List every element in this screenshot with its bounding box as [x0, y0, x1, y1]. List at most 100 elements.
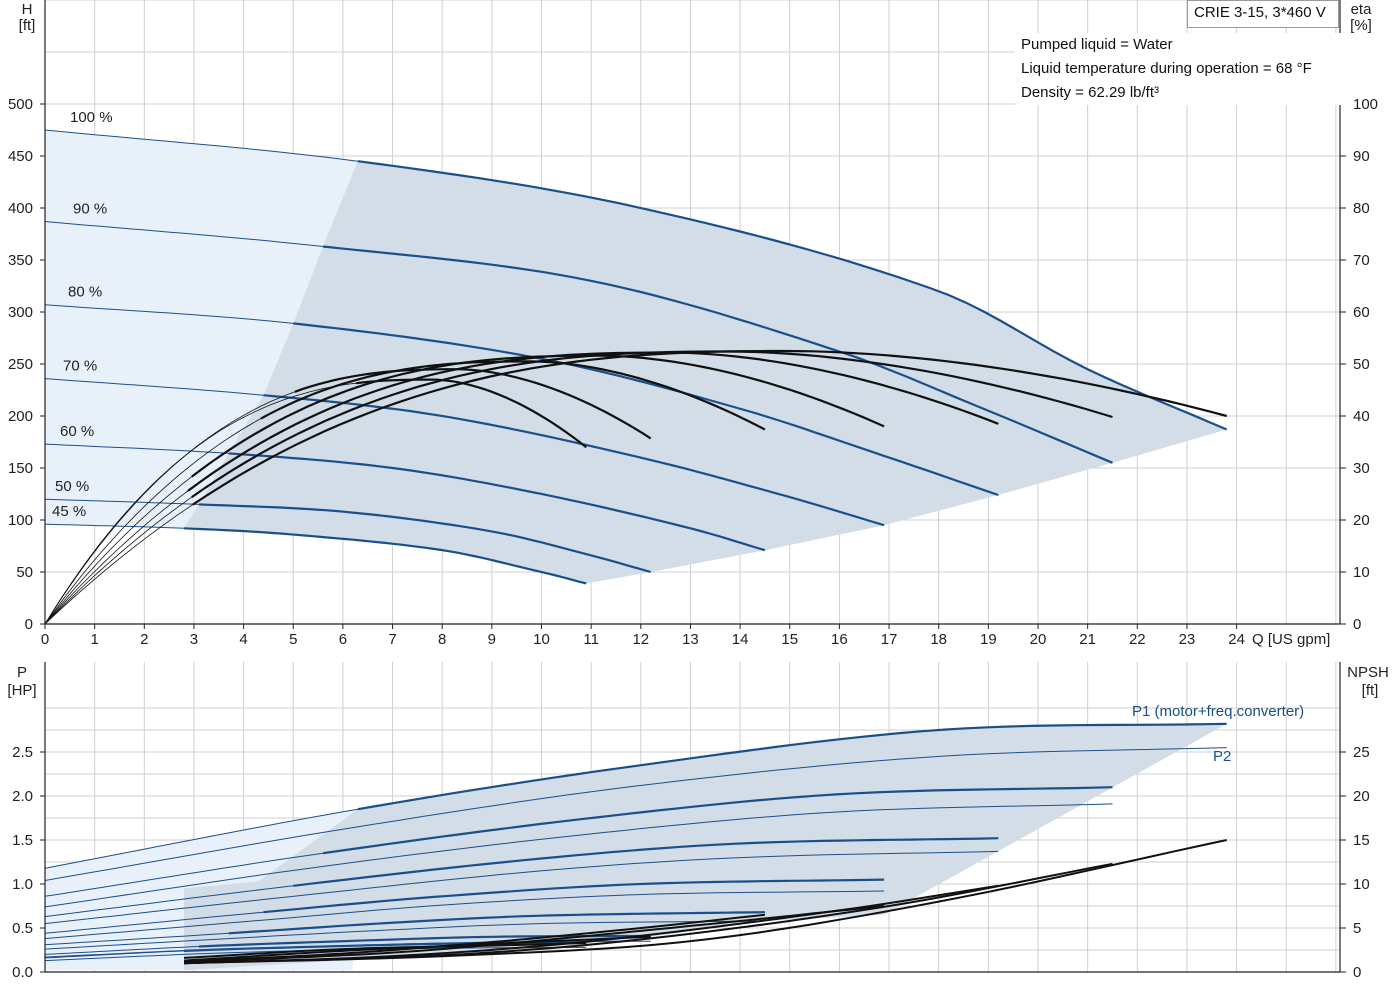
head-curve [293, 322, 999, 497]
tick-label: 16 [831, 631, 848, 648]
tick-label: 20 [1030, 631, 1047, 648]
tick-label: 24 [1228, 631, 1245, 648]
tick-label: 3 [190, 631, 198, 648]
x-axis-label: Q [US gpm] [1252, 631, 1330, 648]
tick-label: 12 [632, 631, 649, 648]
tick-label: 10 [1353, 876, 1370, 893]
tick-label: 50 [1353, 356, 1370, 373]
info-line: Liquid temperature during operation = 68… [1021, 60, 1312, 77]
labels: 100 %90 %80 %70 %60 %50 %45 %05010015020… [7, 1, 1388, 981]
y-axis-label: [%] [1350, 17, 1372, 34]
tick-label: 0 [41, 631, 49, 648]
npsh-curve [183, 942, 587, 959]
p1-curve [263, 878, 885, 914]
tick-label: 300 [8, 304, 33, 321]
speed-label: 70 % [63, 358, 97, 375]
p2-curve [44, 747, 1227, 881]
tick-label: 21 [1079, 631, 1096, 648]
p2-curve [44, 850, 999, 925]
head-curve-light [44, 129, 358, 162]
info-line: Pumped liquid = Water [1021, 36, 1173, 53]
tick-label: 2.5 [12, 744, 33, 761]
tick-label: 19 [980, 631, 997, 648]
p1-curve [322, 786, 1113, 855]
head-curve [263, 394, 885, 527]
tick-label: 40 [1353, 408, 1370, 425]
tick-label: 25 [1353, 744, 1370, 761]
p1-curve-light [44, 808, 358, 869]
tick-label: 0.5 [12, 920, 33, 937]
tick-label: 100 [1353, 96, 1378, 113]
tick-label: 50 [16, 564, 33, 581]
tick-label: 2.0 [12, 788, 33, 805]
speed-label: 60 % [60, 423, 94, 440]
tick-label: 15 [1353, 832, 1370, 849]
tick-label: 17 [881, 631, 898, 648]
p2-curve [44, 890, 885, 940]
p1-curve-light [44, 946, 199, 955]
p1-curve-light [44, 885, 294, 918]
efficiency-curve [191, 354, 885, 478]
tick-label: 18 [930, 631, 947, 648]
p1-curve-light [44, 852, 324, 897]
tick-label: 30 [1353, 460, 1370, 477]
npsh-curve [183, 884, 999, 965]
tick-label: 5 [1353, 920, 1361, 937]
tick-label: 10 [533, 631, 550, 648]
tick-label: 0.0 [12, 964, 33, 981]
tick-label: 100 [8, 512, 33, 529]
head-curve [198, 503, 652, 574]
tick-label: 70 [1353, 252, 1370, 269]
tick-label: 450 [8, 148, 33, 165]
tick-label: 0 [1353, 964, 1361, 981]
tick-label: 8 [438, 631, 446, 648]
head-curve-light [44, 221, 324, 247]
tick-label: 7 [388, 631, 396, 648]
head-curve [322, 245, 1113, 464]
tick-label: 22 [1129, 631, 1146, 648]
head-curve-light [44, 443, 229, 454]
p1-curve-light [44, 932, 229, 946]
tick-label: 0 [25, 616, 33, 633]
tick-label: 1.0 [12, 876, 33, 893]
head-curve [357, 160, 1228, 431]
y-axis-label: NPSH [1347, 664, 1389, 681]
npsh-curve [183, 913, 766, 963]
y-axis-label: H [22, 1, 33, 18]
p1-label: P1 (motor+freq.converter) [1132, 703, 1304, 720]
tick-label: 9 [488, 631, 496, 648]
area-dark-top [184, 161, 1227, 584]
p1-curve-light [44, 911, 264, 934]
head-curve [183, 527, 587, 585]
efficiency-curve [356, 378, 587, 449]
tick-label: 250 [8, 356, 33, 373]
area-dark-bottom [184, 723, 1227, 971]
tick-label: 500 [8, 96, 33, 113]
tick-label: 80 [1353, 200, 1370, 217]
y-axis-label: eta [1351, 1, 1373, 18]
tick-label: 200 [8, 408, 33, 425]
p1-curve [198, 934, 651, 948]
operating-area [45, 130, 1227, 971]
head-curve-light [44, 498, 199, 505]
tick-label: 400 [8, 200, 33, 217]
tick-label: 14 [732, 631, 749, 648]
tick-label: 350 [8, 252, 33, 269]
tick-label: 4 [239, 631, 247, 648]
p1-curve [293, 837, 999, 887]
tick-label: 11 [583, 631, 599, 648]
tick-label: 2 [140, 631, 148, 648]
tick-label: 20 [1353, 788, 1370, 805]
speed-label: 100 % [70, 109, 113, 126]
p2-label: P2 [1213, 748, 1231, 765]
y-axis-label: [ft] [19, 17, 36, 34]
p2-curve [44, 803, 1113, 908]
tick-label: 13 [682, 631, 699, 648]
tick-label: 150 [8, 460, 33, 477]
speed-label: 90 % [73, 201, 107, 218]
liquid-info: Pumped liquid = Water Liquid temperature… [1015, 33, 1346, 105]
axes [40, 0, 1346, 973]
tick-label: 6 [339, 631, 347, 648]
tick-label: 60 [1353, 304, 1370, 321]
head-curve [228, 452, 766, 552]
